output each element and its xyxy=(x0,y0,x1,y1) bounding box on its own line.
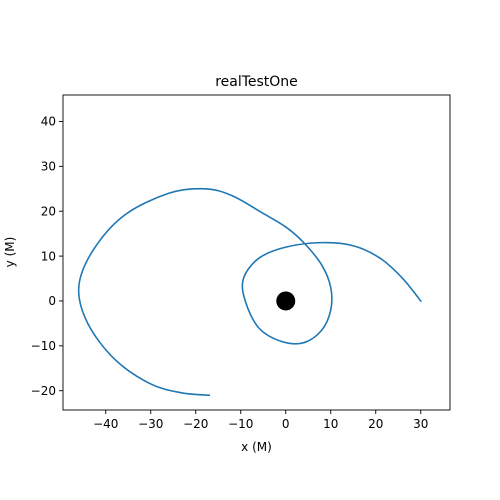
x-tick-label: −40 xyxy=(93,417,118,431)
y-tick-label: 40 xyxy=(41,115,56,129)
x-tick-label: −10 xyxy=(228,417,253,431)
plot-area xyxy=(77,187,422,397)
y-tick-label: 10 xyxy=(41,249,56,263)
y-tick-label: 20 xyxy=(41,204,56,218)
y-tick-label: −20 xyxy=(31,384,56,398)
axes: −40 −30 −20 −10 0 10 20 30 −20 −10 0 10 20 30 40 xyxy=(31,94,451,431)
x-tick-label: 10 xyxy=(323,417,338,431)
x-tick-label: −20 xyxy=(183,417,208,431)
y-tick-label: 30 xyxy=(41,160,56,174)
x-tick-label: 0 xyxy=(282,417,290,431)
central-mass-marker xyxy=(276,291,296,311)
x-tick-label: −30 xyxy=(138,417,163,431)
y-tick-label: −10 xyxy=(31,339,56,353)
x-axis-label: x (M) xyxy=(241,440,272,454)
x-tick-label: 20 xyxy=(368,417,383,431)
x-tick-label: 30 xyxy=(413,417,428,431)
axes-frame xyxy=(62,94,451,411)
chart-title: realTestOne xyxy=(215,74,298,90)
y-axis-label: y (M) xyxy=(3,237,17,268)
series-line-0 xyxy=(77,187,422,397)
y-tick-label: 0 xyxy=(48,294,56,308)
